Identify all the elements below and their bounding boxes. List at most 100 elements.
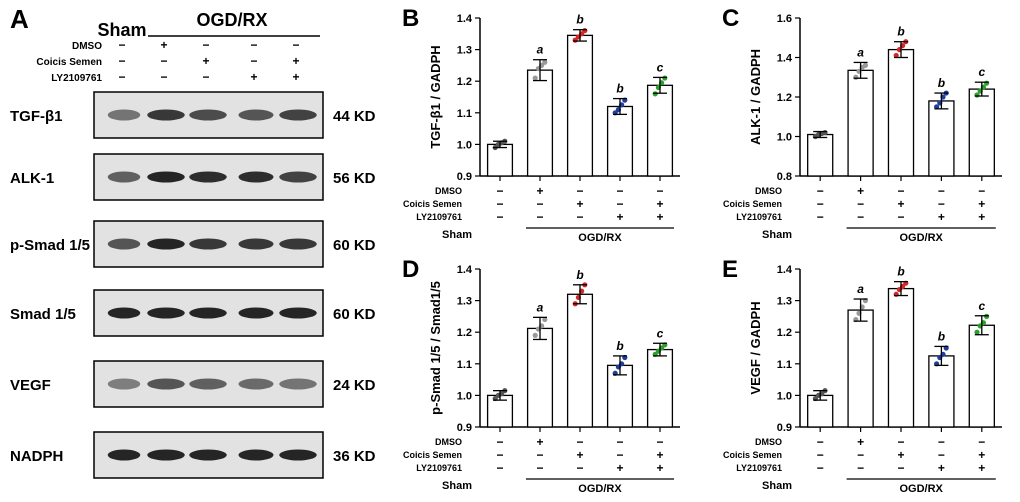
significance-letter: c bbox=[978, 65, 985, 79]
data-point bbox=[532, 75, 538, 81]
data-point bbox=[582, 28, 588, 34]
y-tick-label: 1.2 bbox=[777, 92, 792, 104]
treatment-mark: − bbox=[118, 54, 125, 68]
y-tick-label: 1.2 bbox=[457, 76, 472, 88]
data-point bbox=[532, 332, 538, 338]
y-tick-label: 1.4 bbox=[457, 264, 473, 276]
treatment-label: DMSO bbox=[755, 437, 782, 447]
panel-letter: E bbox=[722, 256, 738, 283]
tgf-b1-chart: B TGF-β1 / GADPH 0.9 1.0 1.1 1.2 1.3 1.4 a b b c DMS… bbox=[402, 5, 680, 244]
bar bbox=[807, 133, 834, 177]
significance-letter: b bbox=[576, 13, 583, 27]
treatment-label: DMSO bbox=[755, 186, 782, 196]
treatment-mark: − bbox=[897, 184, 904, 198]
significance-letter: a bbox=[857, 45, 864, 59]
y-tick-label: 1.4 bbox=[777, 53, 793, 65]
significance-letter: a bbox=[857, 282, 864, 296]
data-point bbox=[542, 316, 548, 323]
kd-label: 60 KD bbox=[333, 237, 376, 254]
treatment-label: Coicis Semen bbox=[403, 450, 462, 460]
treatment-mark: + bbox=[656, 461, 663, 475]
treatment-mark: + bbox=[576, 197, 583, 211]
treatment-mark: − bbox=[496, 210, 503, 224]
protein-band bbox=[147, 449, 185, 461]
y-axis-label: p-Smad 1/5 / Smad1/5 bbox=[428, 281, 443, 415]
treatment-label: LY2109761 bbox=[416, 212, 462, 222]
panel-letter: D bbox=[402, 256, 419, 283]
treatment-mark: − bbox=[202, 38, 209, 52]
treatment-mark: + bbox=[160, 38, 167, 52]
ogd-rx-label: OGD/RX bbox=[196, 10, 267, 30]
protein-band bbox=[238, 109, 274, 121]
treatment-mark: + bbox=[616, 461, 623, 475]
treatment-label: Coicis Semen bbox=[723, 199, 782, 209]
protein-band bbox=[107, 307, 141, 319]
protein-label: TGF-β1 bbox=[10, 108, 63, 125]
protein-band bbox=[147, 109, 185, 121]
bar bbox=[526, 327, 554, 428]
sham-label: Sham bbox=[442, 229, 472, 241]
protein-label: ALK-1 bbox=[10, 170, 54, 187]
treatment-mark: + bbox=[938, 461, 945, 475]
protein-label: p-Smad 1/5 bbox=[10, 237, 90, 254]
treatment-mark: − bbox=[817, 197, 824, 211]
treatment-mark: − bbox=[496, 184, 503, 198]
treatment-mark: + bbox=[978, 448, 985, 462]
treatment-mark: − bbox=[817, 435, 824, 449]
treatment-mark: + bbox=[656, 448, 663, 462]
bar bbox=[566, 293, 594, 428]
treatment-mark: + bbox=[978, 197, 985, 211]
y-tick-label: 1.3 bbox=[457, 45, 472, 57]
treatment-mark: − bbox=[576, 210, 583, 224]
protein-band bbox=[147, 378, 185, 390]
treatment-mark: − bbox=[897, 461, 904, 475]
protein-band bbox=[189, 171, 227, 183]
treatment-label: DMSO bbox=[72, 41, 102, 52]
protein-band bbox=[107, 378, 141, 390]
treatment-mark: − bbox=[118, 70, 125, 84]
treatment-label: LY2109761 bbox=[736, 212, 782, 222]
treatment-mark: − bbox=[938, 197, 945, 211]
treatment-label: DMSO bbox=[435, 437, 462, 447]
kd-label: 24 KD bbox=[333, 377, 376, 394]
bar bbox=[606, 105, 634, 177]
y-tick-label: 0.9 bbox=[457, 422, 472, 434]
treatment-label: LY2109761 bbox=[416, 463, 462, 473]
protein-label: NADPH bbox=[10, 448, 63, 465]
significance-letter: c bbox=[978, 299, 985, 313]
data-point bbox=[934, 104, 940, 110]
y-tick-label: 1.0 bbox=[777, 390, 792, 402]
y-tick-label: 1.0 bbox=[777, 132, 792, 144]
treatment-mark: − bbox=[202, 70, 209, 84]
treatment-mark: − bbox=[496, 435, 503, 449]
treatment-mark: − bbox=[817, 210, 824, 224]
y-axis-label: VEGF / GADPH bbox=[748, 301, 763, 394]
protein-band bbox=[279, 171, 317, 183]
treatment-mark: − bbox=[536, 197, 543, 211]
y-tick-label: 1.4 bbox=[457, 13, 473, 25]
bar bbox=[887, 287, 915, 428]
protein-band bbox=[238, 378, 274, 390]
protein-band bbox=[238, 171, 274, 183]
sham-label: Sham bbox=[97, 20, 146, 40]
kd-label: 60 KD bbox=[333, 306, 376, 323]
y-tick-label: 1.4 bbox=[777, 264, 793, 276]
treatment-mark: − bbox=[897, 435, 904, 449]
protein-band bbox=[107, 109, 141, 121]
treatment-label: Coicis Semen bbox=[36, 57, 102, 68]
bar bbox=[928, 100, 955, 177]
treatment-mark: + bbox=[292, 54, 299, 68]
treatment-mark: − bbox=[536, 448, 543, 462]
treatment-mark: − bbox=[496, 448, 503, 462]
data-point bbox=[853, 74, 859, 80]
sham-label: Sham bbox=[762, 229, 792, 241]
bar bbox=[646, 348, 674, 428]
protein-band bbox=[279, 109, 317, 121]
treatment-mark: − bbox=[616, 184, 623, 198]
treatment-mark: − bbox=[496, 461, 503, 475]
treatment-mark: + bbox=[536, 184, 543, 198]
y-tick-label: 1.3 bbox=[457, 296, 472, 308]
treatment-mark: − bbox=[817, 184, 824, 198]
treatment-mark: − bbox=[656, 184, 663, 198]
y-tick-label: 1.0 bbox=[457, 139, 472, 151]
